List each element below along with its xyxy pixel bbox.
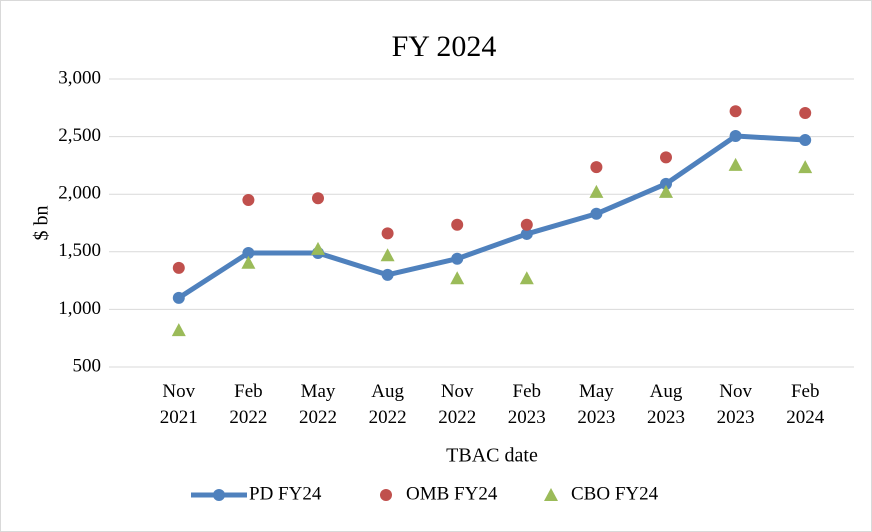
data-point [450,271,465,285]
chart-title: FY 2024 [392,30,497,63]
data-point [520,227,533,240]
data-point [172,261,185,274]
data-point [799,106,812,119]
data-point [728,157,743,171]
y-tick-label: 2,500 [58,125,101,146]
data-point [590,207,603,220]
data-point [172,291,185,304]
data-point [729,130,742,143]
legend-marker [213,489,225,501]
y-tick-label: 2,000 [58,183,101,204]
y-tick-label: 3,000 [58,67,101,88]
data-point [660,177,672,190]
data-point [729,105,742,118]
x-axis-label: TBAC date [446,445,538,467]
x-tick-label: May 2023 [577,381,616,428]
y-tick-label: 1,000 [58,298,101,319]
series-line [177,133,806,300]
x-tick-label: Nov 2022 [438,381,477,428]
x-tick-label: May 2022 [299,381,337,428]
data-point [451,252,464,265]
data-point [520,218,533,231]
x-tick-label: Feb 2024 [786,381,825,428]
x-tick-label: Nov 2023 [716,381,755,428]
y-axis-label: $ bn [31,206,53,241]
data-point [241,255,256,269]
legend-marker [544,488,558,501]
data-point [660,151,672,164]
x-tick-label: Feb 2023 [507,381,546,428]
data-point [380,248,395,262]
data-point [589,184,604,198]
legend-marker [380,489,392,501]
x-tick-label: Aug 2023 [647,381,685,428]
data-point [519,271,534,285]
legend-label: PD FY24 [249,483,322,504]
x-tick-label: Aug 2022 [368,381,407,428]
legend-label: OMB FY24 [406,483,498,504]
y-tick-label: 1,500 [58,240,101,261]
data-point [451,218,464,231]
data-point [799,134,812,147]
x-tick-label: Nov 2021 [159,381,198,428]
x-tick-label: Feb 2022 [229,381,268,428]
data-point [381,227,394,240]
legend-label: CBO FY24 [571,483,659,504]
data-point [171,323,186,337]
data-point [242,246,255,259]
data-point [311,241,325,255]
y-tick-label: 500 [73,355,102,376]
data-point [659,184,673,198]
data-point [590,161,603,174]
data-point [242,193,255,206]
data-point [381,268,394,281]
data-point [798,160,813,174]
data-point [312,192,324,205]
